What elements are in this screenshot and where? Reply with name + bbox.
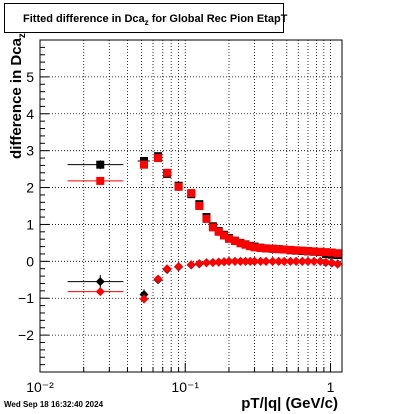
y-tick-label: 5 bbox=[26, 69, 34, 85]
data-point-square bbox=[187, 189, 196, 198]
x-tick-label: 1 bbox=[327, 379, 335, 395]
data-point-square bbox=[241, 240, 250, 249]
data-point-square bbox=[246, 242, 255, 251]
chart-title: Fitted difference in Dcaz for Global Rec… bbox=[23, 13, 287, 27]
data-point-square bbox=[303, 247, 312, 256]
data-point-diamond bbox=[241, 256, 251, 266]
data-point-diamond bbox=[285, 256, 295, 266]
data-point-square bbox=[139, 160, 148, 169]
title-suffix: for Global Rec Pion EtapT bbox=[148, 13, 288, 25]
y-tick-label: −1 bbox=[18, 290, 34, 306]
data-point-square bbox=[163, 168, 172, 177]
data-point-diamond bbox=[303, 256, 313, 266]
data-point-square bbox=[174, 182, 183, 191]
data-point-diamond bbox=[333, 259, 343, 269]
data-point-diamond bbox=[321, 257, 331, 267]
data-point-square bbox=[262, 244, 271, 253]
data-point-square bbox=[298, 246, 307, 255]
data-point-diamond bbox=[214, 257, 224, 267]
data-point-diamond bbox=[315, 256, 325, 266]
x-tick-label: 10⁻² bbox=[26, 379, 54, 395]
data-point-square bbox=[224, 234, 233, 243]
data-point-diamond bbox=[201, 258, 211, 268]
data-point-square bbox=[220, 231, 229, 240]
data-point-square bbox=[154, 154, 163, 163]
data-point-diamond bbox=[261, 256, 271, 266]
data-point-square bbox=[286, 245, 295, 254]
data-point-diamond bbox=[162, 264, 172, 274]
data-point-diamond bbox=[208, 257, 218, 267]
data-point-diamond bbox=[194, 259, 204, 269]
data-point-square bbox=[96, 160, 105, 169]
data-point-diamond bbox=[230, 256, 240, 266]
data-point-square bbox=[214, 227, 223, 236]
y-tick-label: 4 bbox=[26, 106, 34, 122]
data-point-square bbox=[96, 176, 105, 185]
data-point-square bbox=[292, 246, 301, 255]
data-point-square bbox=[256, 244, 265, 253]
data-point-square bbox=[230, 237, 239, 246]
x-tick-label: 10⁻¹ bbox=[171, 379, 199, 395]
data-point-diamond bbox=[139, 294, 149, 304]
y-axis-label-subscript: z bbox=[17, 33, 28, 39]
data-point-square bbox=[321, 248, 330, 257]
data-point-square bbox=[268, 244, 277, 253]
data-point-square bbox=[316, 247, 325, 256]
data-point-diamond bbox=[256, 256, 266, 266]
data-point-square bbox=[236, 239, 245, 248]
data-point-diamond bbox=[95, 287, 105, 297]
data-layer bbox=[67, 152, 343, 304]
y-tick-label: 1 bbox=[26, 216, 34, 232]
data-point-diamond bbox=[224, 256, 234, 266]
y-axis-label-main: difference in Dca bbox=[8, 38, 25, 159]
data-point-diamond bbox=[250, 256, 260, 266]
data-point-diamond bbox=[95, 277, 105, 287]
data-point-square bbox=[280, 245, 289, 254]
data-point-square bbox=[208, 223, 217, 232]
data-point-diamond bbox=[279, 256, 289, 266]
data-point-diamond bbox=[268, 256, 278, 266]
data-point-square bbox=[202, 214, 211, 223]
title-subscript: z bbox=[144, 18, 149, 27]
grid-layer bbox=[39, 40, 342, 372]
y-tick-label: 0 bbox=[26, 253, 34, 269]
data-point-diamond bbox=[274, 256, 284, 266]
axis-layer: −2 −1 0 1 2 3 4 5 10⁻² 10⁻¹ 1 bbox=[18, 46, 335, 395]
data-point-square bbox=[195, 202, 204, 210]
data-point-square bbox=[327, 248, 336, 257]
data-point-square bbox=[274, 245, 283, 254]
y-tick-label: 3 bbox=[26, 143, 34, 159]
data-point-square bbox=[310, 247, 319, 256]
y-axis-label: difference in Dcaz bbox=[8, 16, 28, 176]
y-tick-label: 2 bbox=[26, 180, 34, 196]
title-box: Fitted difference in Dcaz for Global Rec… bbox=[4, 3, 287, 33]
plot-frame bbox=[39, 39, 343, 373]
data-point-diamond bbox=[219, 257, 229, 267]
data-point-diamond bbox=[174, 261, 184, 271]
data-point-diamond bbox=[297, 256, 307, 266]
title-prefix: Fitted difference in Dca bbox=[23, 13, 145, 25]
timestamp: Wed Sep 18 16:32:40 2024 bbox=[4, 400, 104, 409]
data-point-diamond bbox=[309, 256, 319, 266]
data-point-diamond bbox=[235, 256, 245, 266]
data-point-diamond bbox=[153, 274, 163, 284]
y-tick-label: −2 bbox=[18, 327, 34, 343]
data-point-diamond bbox=[291, 256, 301, 266]
data-point-square bbox=[250, 243, 259, 252]
data-point-diamond bbox=[186, 260, 196, 270]
data-point-square bbox=[333, 249, 342, 258]
x-axis-label: pT/|q| (GeV/c) bbox=[241, 395, 338, 412]
